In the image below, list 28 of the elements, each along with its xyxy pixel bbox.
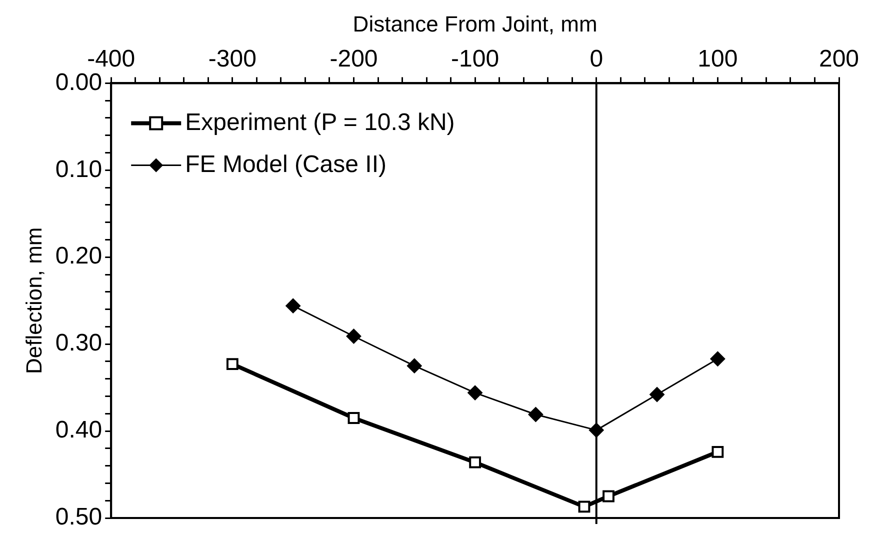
- x-tick-label: -200: [330, 45, 378, 72]
- point: [348, 412, 360, 424]
- y-axis-title: Deflection, mm: [21, 227, 46, 374]
- x-tick-label: 100: [698, 45, 738, 72]
- y-tick-label: 0.40: [55, 416, 102, 444]
- point: [650, 387, 665, 402]
- y-tick-label: 0.30: [55, 330, 102, 357]
- x-tick-label: 0: [590, 45, 604, 72]
- point: [712, 446, 724, 458]
- point: [469, 456, 482, 468]
- point: [286, 298, 301, 314]
- point: [602, 490, 614, 502]
- y-tick-label: 0.50: [55, 504, 102, 531]
- x-tick-label: 200: [818, 45, 860, 72]
- point: [406, 358, 422, 374]
- point: [710, 351, 726, 366]
- x-tick-label: -300: [208, 45, 256, 72]
- x-tick-label: -100: [451, 45, 500, 72]
- point: [578, 500, 590, 513]
- y-tick-label: 0.20: [55, 242, 102, 270]
- point: [346, 328, 362, 344]
- point: [528, 407, 544, 422]
- y-tick-label: 0.10: [55, 156, 102, 183]
- legend-label: FE Model (Case II): [185, 150, 386, 178]
- point: [226, 358, 238, 370]
- point: [468, 385, 483, 400]
- legend-label: Experiment (P = 10.3 kN): [185, 108, 455, 136]
- x-axis-title: Distance From Joint, mm: [352, 11, 598, 36]
